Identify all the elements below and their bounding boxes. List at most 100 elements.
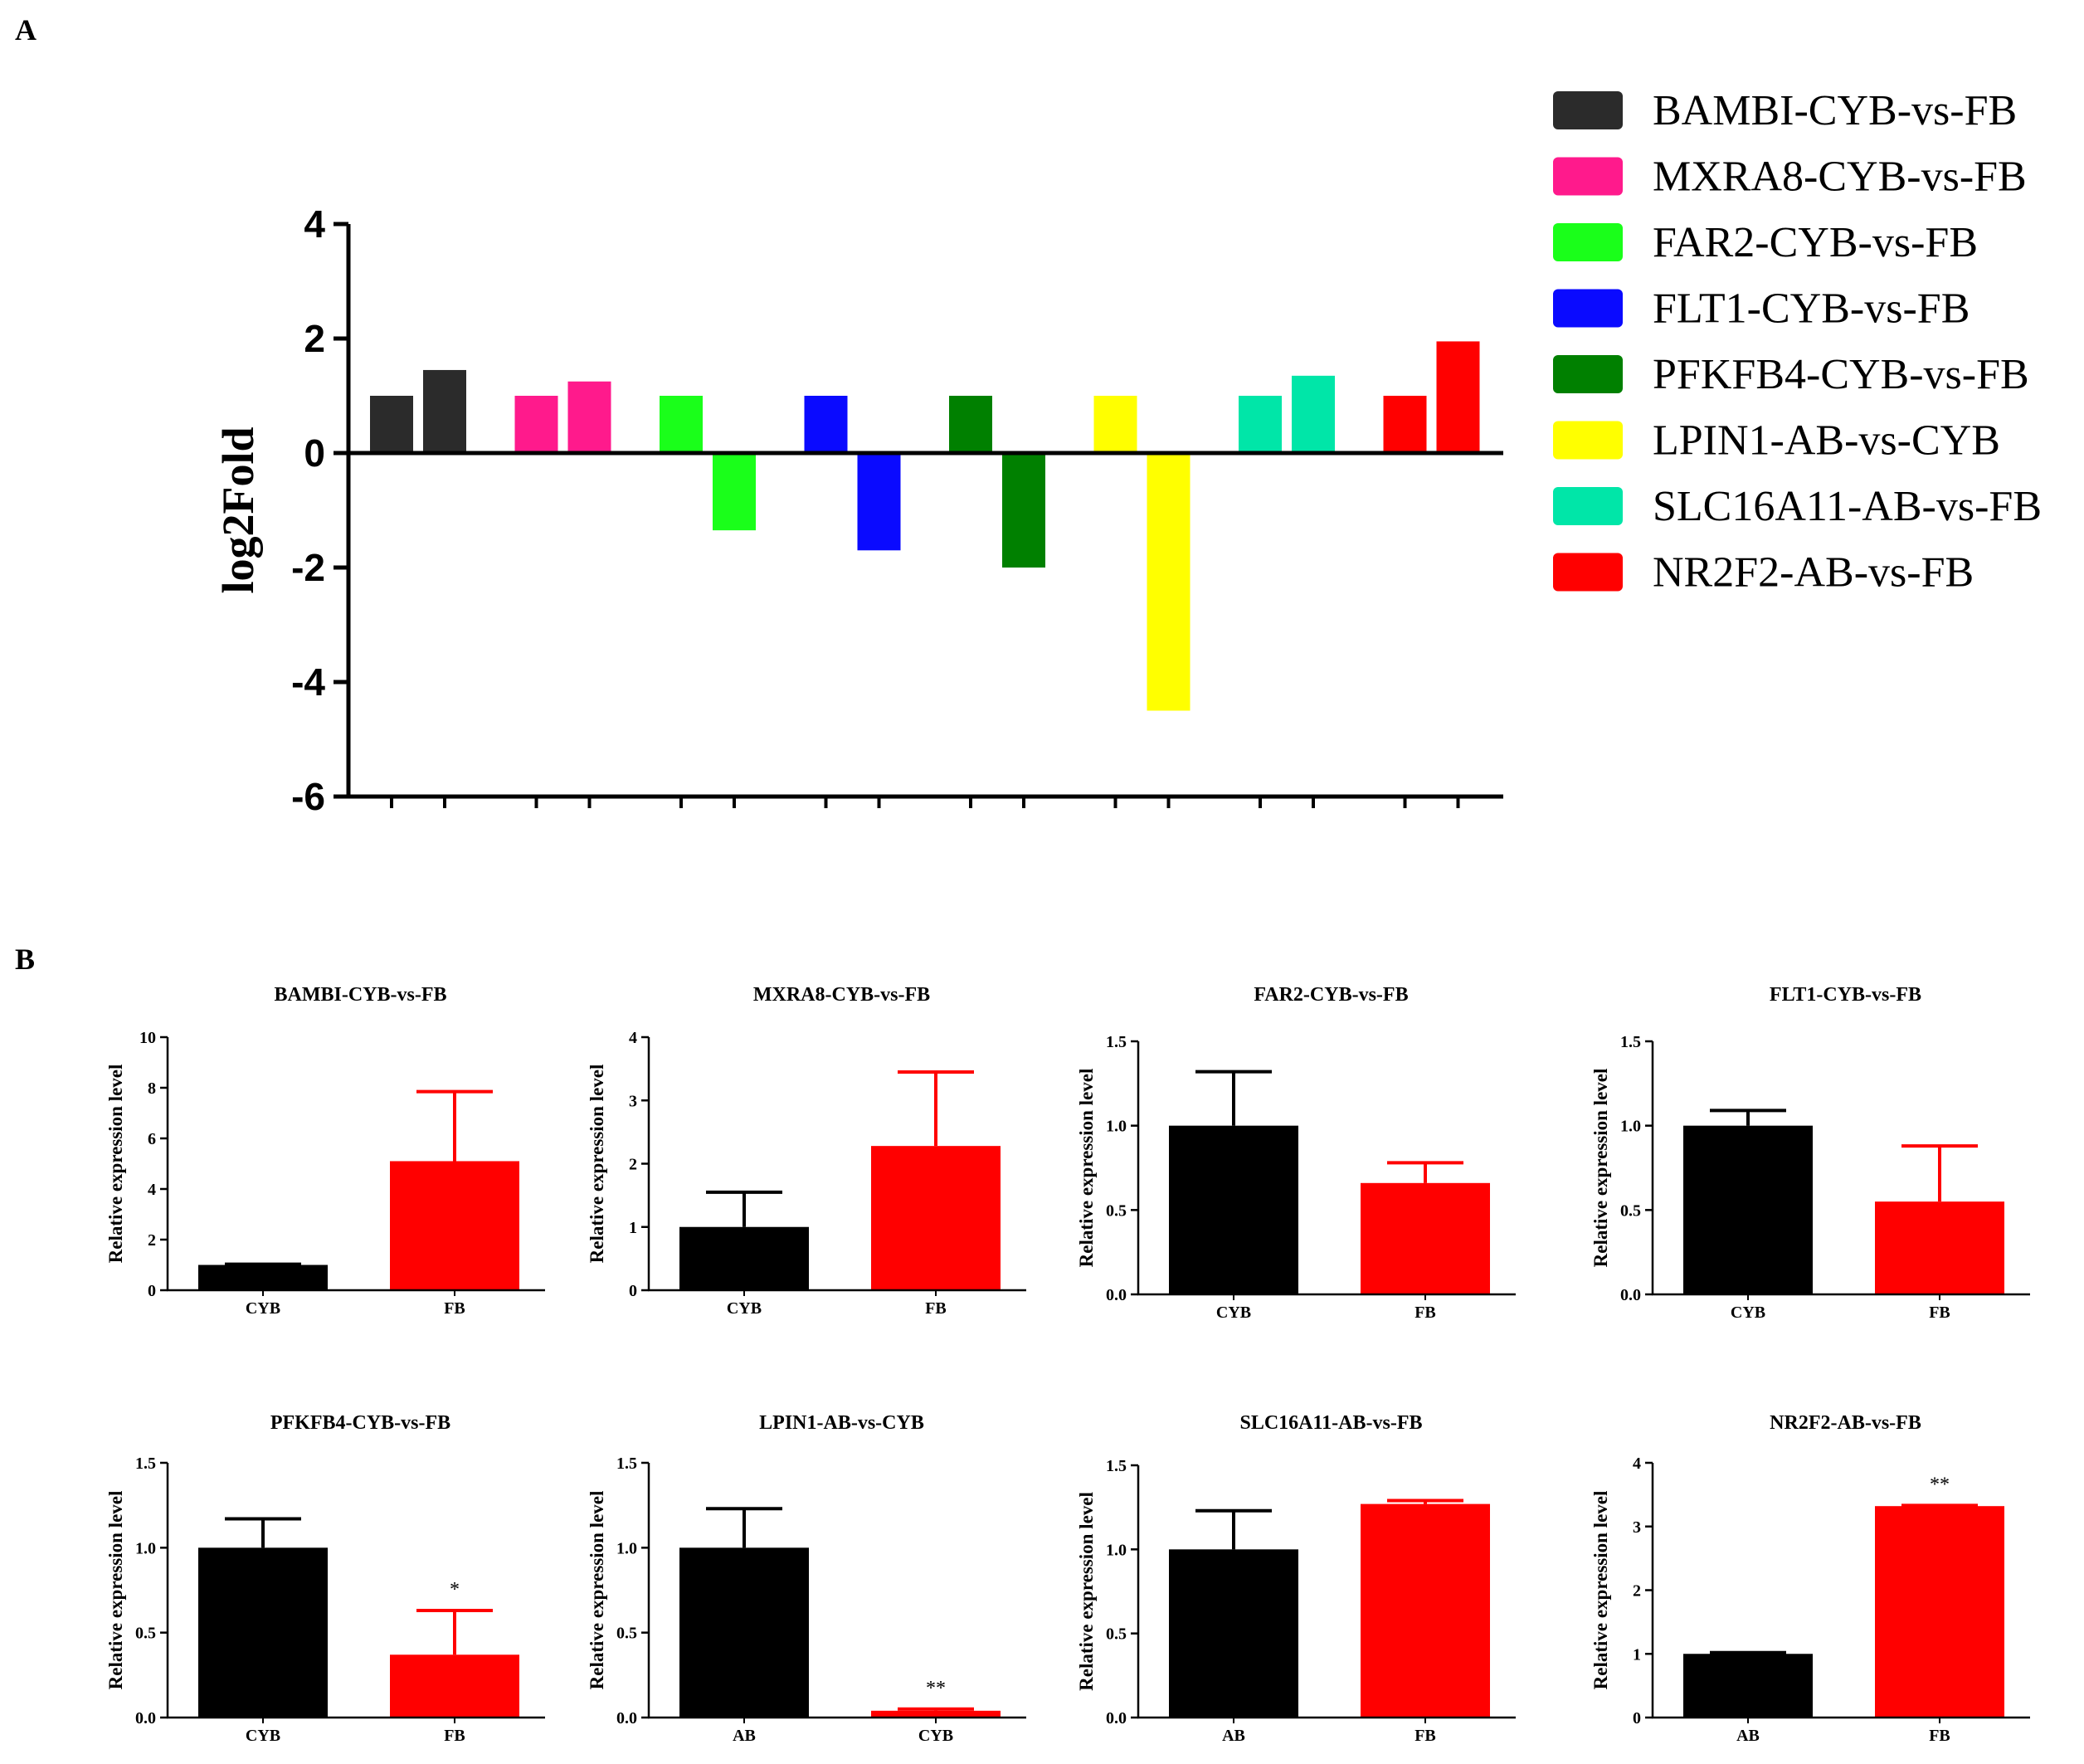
subplot-y-tick-label: 0 — [148, 1282, 156, 1300]
subplot-title: PFKFB4-CYB-vs-FB — [270, 1412, 450, 1434]
subplot-flt1-cyb-vs-fb: FLT1-CYB-vs-FB Relative expression level C… — [1590, 984, 2030, 1322]
subplot-y-tick-label: 1.0 — [1620, 1118, 1641, 1136]
legend-swatch-far2-cyb-vs-fb — [1553, 223, 1623, 261]
subplot-title: NR2F2-AB-vs-FB — [1770, 1412, 1921, 1434]
subplot-y-tick-label: 0.0 — [135, 1709, 156, 1727]
legend-swatch-slc16a11-ab-vs-fb — [1553, 487, 1623, 525]
significance-marker: * — [450, 1579, 460, 1601]
subplot-y-tick-label: 1.0 — [1106, 1118, 1127, 1136]
subplot-title: FLT1-CYB-vs-FB — [1770, 984, 1921, 1006]
bar-a-bambi-cyb-vs-fb-rnaseq — [423, 369, 466, 453]
x-tick-label: CYB — [246, 1727, 280, 1745]
subplot-title: SLC16A11-AB-vs-FB — [1239, 1412, 1422, 1434]
subplot-title: MXRA8-CYB-vs-FB — [753, 984, 930, 1006]
x-tick-label: FB — [925, 1299, 947, 1318]
significance-marker: ** — [926, 1678, 946, 1699]
bar-bambi-cyb-vs-fb-cyb — [198, 1265, 328, 1290]
subplot-mxra8-cyb-vs-fb: MXRA8-CYB-vs-FB Relative expression level… — [587, 984, 1026, 1318]
subplot-y-tick-label: 1.5 — [1106, 1457, 1127, 1475]
bar-a-nr2f2-ab-vs-fb-rnaseq — [1436, 341, 1480, 453]
bar-slc16a11-ab-vs-fb-fb — [1361, 1503, 1490, 1718]
legend-label: BAMBI-CYB-vs-FB — [1653, 87, 2017, 134]
x-tick-label: CYB — [727, 1299, 762, 1318]
subplot-y-tick-label: 4 — [1633, 1455, 1641, 1473]
subplot-y-label: Relative expression level — [1076, 1492, 1097, 1691]
y-axis-label-a: log2Fold — [213, 426, 263, 593]
subplot-lpin1-ab-vs-cyb: LPIN1-AB-vs-CYB Relative expression level… — [587, 1412, 1026, 1745]
bar-bambi-cyb-vs-fb-fb — [390, 1161, 519, 1290]
subplot-y-label: Relative expression level — [587, 1065, 607, 1264]
bar-nr2f2-ab-vs-fb-fb — [1875, 1506, 2004, 1718]
subplot-title: FAR2-CYB-vs-FB — [1254, 984, 1408, 1006]
bar-a-slc16a11-ab-vs-fb-qpcr — [1239, 396, 1282, 453]
subplot-slc16a11-ab-vs-fb: SLC16A11-AB-vs-FB Relative expression lev… — [1076, 1412, 1516, 1745]
subplot-y-tick-label: 6 — [148, 1130, 156, 1148]
bar-a-far2-cyb-vs-fb-rnaseq — [713, 453, 756, 531]
bar-a-bambi-cyb-vs-fb-qpcr — [370, 396, 413, 453]
subplot-y-tick-label: 0.0 — [1106, 1709, 1127, 1727]
bar-a-mxra8-cyb-vs-fb-rnaseq — [567, 381, 611, 453]
bar-a-lpin1-ab-vs-cyb-qpcr — [1093, 396, 1137, 453]
legend-label: PFKFB4-CYB-vs-FB — [1653, 351, 2029, 398]
legend-swatch-pfkfb4-cyb-vs-fb — [1553, 355, 1623, 393]
bar-mxra8-cyb-vs-fb-cyb — [679, 1226, 809, 1290]
bar-a-flt1-cyb-vs-fb-qpcr — [804, 396, 848, 453]
legend-swatch-mxra8-cyb-vs-fb — [1553, 157, 1623, 196]
x-tick-label: AB — [733, 1727, 756, 1745]
subplot-y-tick-label: 1 — [1633, 1645, 1641, 1664]
subplot-y-tick-label: 0.5 — [135, 1625, 156, 1643]
bar-slc16a11-ab-vs-fb-ab — [1169, 1549, 1298, 1718]
y-tick-label-a: 4 — [304, 202, 325, 246]
subplot-y-tick-label: 2 — [148, 1231, 156, 1250]
subplot-y-tick-label: 1.5 — [1106, 1033, 1127, 1051]
subplot-nr2f2-ab-vs-fb: NR2F2-AB-vs-FB Relative expression level A… — [1590, 1412, 2030, 1745]
subplot-y-tick-label: 10 — [139, 1029, 156, 1047]
subplot-y-label: Relative expression level — [1590, 1491, 1611, 1690]
subplot-y-tick-label: 4 — [148, 1181, 156, 1199]
legend-swatch-nr2f2-ab-vs-fb — [1553, 553, 1623, 592]
subplot-y-label: Relative expression level — [105, 1065, 126, 1264]
x-tick-label: FB — [1929, 1727, 1950, 1745]
subplot-y-tick-label: 1 — [629, 1219, 637, 1237]
subplot-y-tick-label: 0.0 — [1620, 1286, 1641, 1304]
subplot-y-tick-label: 0 — [1633, 1709, 1641, 1727]
subplot-y-tick-label: 4 — [629, 1029, 637, 1047]
bar-a-nr2f2-ab-vs-fb-qpcr — [1383, 396, 1427, 453]
subplot-bambi-cyb-vs-fb: BAMBI-CYB-vs-FB Relative expression level… — [105, 984, 545, 1318]
subplot-y-label: Relative expression level — [1590, 1069, 1611, 1268]
subplot-y-tick-label: 2 — [1633, 1582, 1641, 1601]
subplot-y-tick-label: 8 — [148, 1079, 156, 1098]
subplot-y-tick-label: 3 — [629, 1092, 637, 1110]
panel-a-label: A — [15, 13, 37, 46]
subplot-y-tick-label: 1.0 — [1106, 1541, 1127, 1559]
bar-lpin1-ab-vs-cyb-cyb — [871, 1710, 1001, 1718]
y-tick-label-a: -6 — [291, 775, 325, 818]
legend-label: LPIN1-AB-vs-CYB — [1653, 417, 2000, 465]
subplot-y-label: Relative expression level — [105, 1491, 126, 1690]
legend-label: NR2F2-AB-vs-FB — [1653, 549, 1974, 597]
x-tick-label: FB — [444, 1299, 465, 1318]
subplot-y-tick-label: 1.5 — [1620, 1033, 1641, 1051]
subplot-y-tick-label: 3 — [1633, 1518, 1641, 1537]
x-tick-label: CYB — [1731, 1304, 1765, 1322]
subplot-far2-cyb-vs-fb: FAR2-CYB-vs-FB Relative expression level C… — [1076, 984, 1516, 1322]
legend-swatch-lpin1-ab-vs-cyb — [1553, 421, 1623, 460]
x-tick-label: FB — [444, 1727, 465, 1745]
y-tick-label-a: 2 — [304, 317, 325, 360]
bar-mxra8-cyb-vs-fb-fb — [871, 1146, 1001, 1290]
subplot-y-tick-label: 0.5 — [616, 1625, 637, 1643]
legend-label: MXRA8-CYB-vs-FB — [1653, 153, 2027, 201]
bar-flt1-cyb-vs-fb-cyb — [1683, 1125, 1813, 1294]
subplot-y-tick-label: 0 — [629, 1282, 637, 1300]
subplot-title: LPIN1-AB-vs-CYB — [759, 1412, 924, 1434]
panel-b-label: B — [15, 943, 35, 976]
x-tick-label: FB — [1929, 1304, 1950, 1322]
subplot-y-tick-label: 1.0 — [616, 1539, 637, 1557]
bar-flt1-cyb-vs-fb-fb — [1875, 1201, 2004, 1294]
bar-a-far2-cyb-vs-fb-qpcr — [660, 396, 703, 453]
chart-a-log2fold: 4 2 0 -2 -4 -6 log2Fold — [213, 202, 1503, 818]
bar-far2-cyb-vs-fb-cyb — [1169, 1125, 1298, 1294]
x-tick-label: AB — [1222, 1727, 1245, 1745]
chart-b-panels: BAMBI-CYB-vs-FB Relative expression level… — [105, 984, 2030, 1745]
x-tick-label: FB — [1414, 1304, 1436, 1322]
